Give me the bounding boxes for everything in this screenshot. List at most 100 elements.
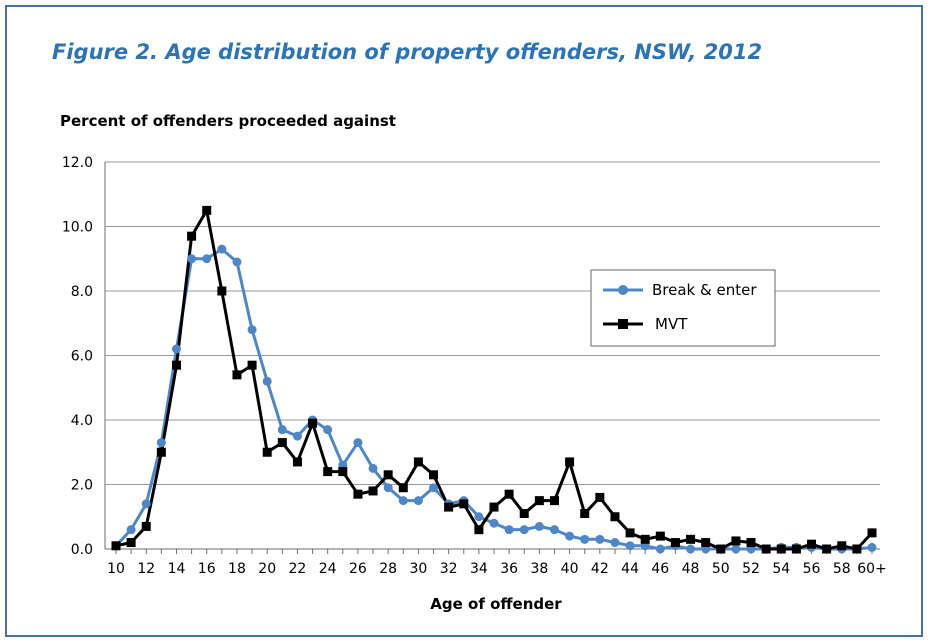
point-break-enter <box>489 518 499 528</box>
x-tick-label: 14 <box>168 561 186 577</box>
x-tick-label: 56 <box>803 561 821 577</box>
point-mvt <box>202 205 212 215</box>
point-mvt <box>459 499 469 509</box>
point-mvt <box>565 457 575 467</box>
point-mvt <box>444 502 454 512</box>
legend-box <box>590 269 776 347</box>
point-break-enter <box>549 525 559 535</box>
point-mvt <box>504 489 514 499</box>
point-break-enter <box>156 438 166 448</box>
point-break-enter <box>474 512 484 522</box>
point-mvt <box>791 544 801 554</box>
point-mvt <box>323 467 333 477</box>
x-tick-label: 26 <box>349 561 367 577</box>
point-mvt <box>338 467 348 477</box>
point-mvt <box>429 470 439 480</box>
point-break-enter <box>655 544 665 554</box>
point-mvt <box>187 231 197 241</box>
point-break-enter <box>353 438 363 448</box>
point-break-enter <box>610 538 620 548</box>
x-tick-label: 20 <box>258 561 276 577</box>
y-tick-label: 6.0 <box>71 349 93 365</box>
point-mvt <box>262 447 272 457</box>
point-break-enter <box>141 499 151 509</box>
point-mvt <box>232 370 242 380</box>
x-tick-label: 50 <box>712 561 730 577</box>
point-break-enter <box>368 463 378 473</box>
point-break-enter <box>398 496 408 506</box>
point-mvt <box>353 489 363 499</box>
point-mvt <box>655 531 665 541</box>
y-tick-label: 12.0 <box>62 155 93 171</box>
point-mvt <box>761 544 771 554</box>
x-tick-label: 34 <box>470 561 488 577</box>
legend-break-enter-label: Break & enter <box>652 281 757 299</box>
point-mvt <box>308 418 318 428</box>
point-mvt <box>549 496 559 506</box>
x-tick-label: 32 <box>440 561 458 577</box>
x-tick-label: 30 <box>409 561 427 577</box>
point-mvt <box>413 457 423 467</box>
x-tick-labels: 10 12 14 16 18 20 22 24 26 28 30 32 34 36 38 40 42 44 46 48… <box>107 561 887 577</box>
point-break-enter <box>292 431 302 441</box>
x-tick-label: 24 <box>319 561 337 577</box>
point-mvt <box>746 538 756 548</box>
point-mvt <box>822 544 832 554</box>
point-mvt <box>398 483 408 493</box>
point-mvt <box>534 496 544 506</box>
x-tick-label: 52 <box>742 561 760 577</box>
point-mvt <box>171 360 181 370</box>
point-break-enter <box>187 254 197 264</box>
point-mvt <box>247 360 257 370</box>
x-tick-label: 12 <box>137 561 155 577</box>
series-lines <box>114 208 874 551</box>
point-break-enter <box>429 483 439 493</box>
y-axis-label: Percent of offenders proceeded against <box>60 112 396 130</box>
point-break-enter <box>126 525 136 535</box>
point-break-enter <box>232 257 242 267</box>
x-tick-label: 36 <box>500 561 518 577</box>
point-mvt <box>595 492 605 502</box>
point-mvt <box>292 457 302 467</box>
grid-lines <box>104 161 880 554</box>
series-line-mvt <box>115 208 874 551</box>
x-tick-label: 40 <box>561 561 579 577</box>
x-tick-label: 46 <box>651 561 669 577</box>
x-tick-label: 58 <box>833 561 851 577</box>
legend: Break & enter MVT <box>590 269 776 347</box>
point-mvt <box>640 534 650 544</box>
point-mvt <box>776 544 786 554</box>
point-mvt <box>217 286 227 296</box>
point-break-enter <box>867 542 877 552</box>
point-mvt <box>610 512 620 522</box>
x-tick-label: 54 <box>772 561 790 577</box>
point-break-enter <box>217 244 227 254</box>
point-mvt <box>156 447 166 457</box>
point-mvt <box>580 509 590 519</box>
point-mvt <box>701 538 711 548</box>
point-mvt <box>519 509 529 519</box>
point-break-enter <box>595 534 605 544</box>
point-break-enter <box>534 521 544 531</box>
point-mvt <box>716 544 726 554</box>
y-tick-labels: 0.0 2.0 4.0 6.0 8.0 10.0 12.0 <box>62 155 93 558</box>
point-mvt <box>383 470 393 480</box>
x-tick-label: 48 <box>682 561 700 577</box>
x-tick-label: 28 <box>379 561 397 577</box>
y-tick-label: 2.0 <box>71 478 93 494</box>
y-tick-label: 4.0 <box>71 413 93 429</box>
point-mvt <box>474 525 484 535</box>
point-mvt <box>867 528 877 538</box>
x-tick-label: 16 <box>198 561 216 577</box>
point-break-enter <box>580 534 590 544</box>
point-break-enter <box>202 254 212 264</box>
point-break-enter <box>247 325 257 335</box>
point-break-enter <box>171 344 181 354</box>
x-tick-label: 22 <box>289 561 307 577</box>
point-mvt <box>368 486 378 496</box>
x-tick-label: 10 <box>107 561 125 577</box>
point-break-enter <box>504 525 514 535</box>
legend-mvt-label: MVT <box>655 315 688 333</box>
point-mvt <box>141 521 151 531</box>
